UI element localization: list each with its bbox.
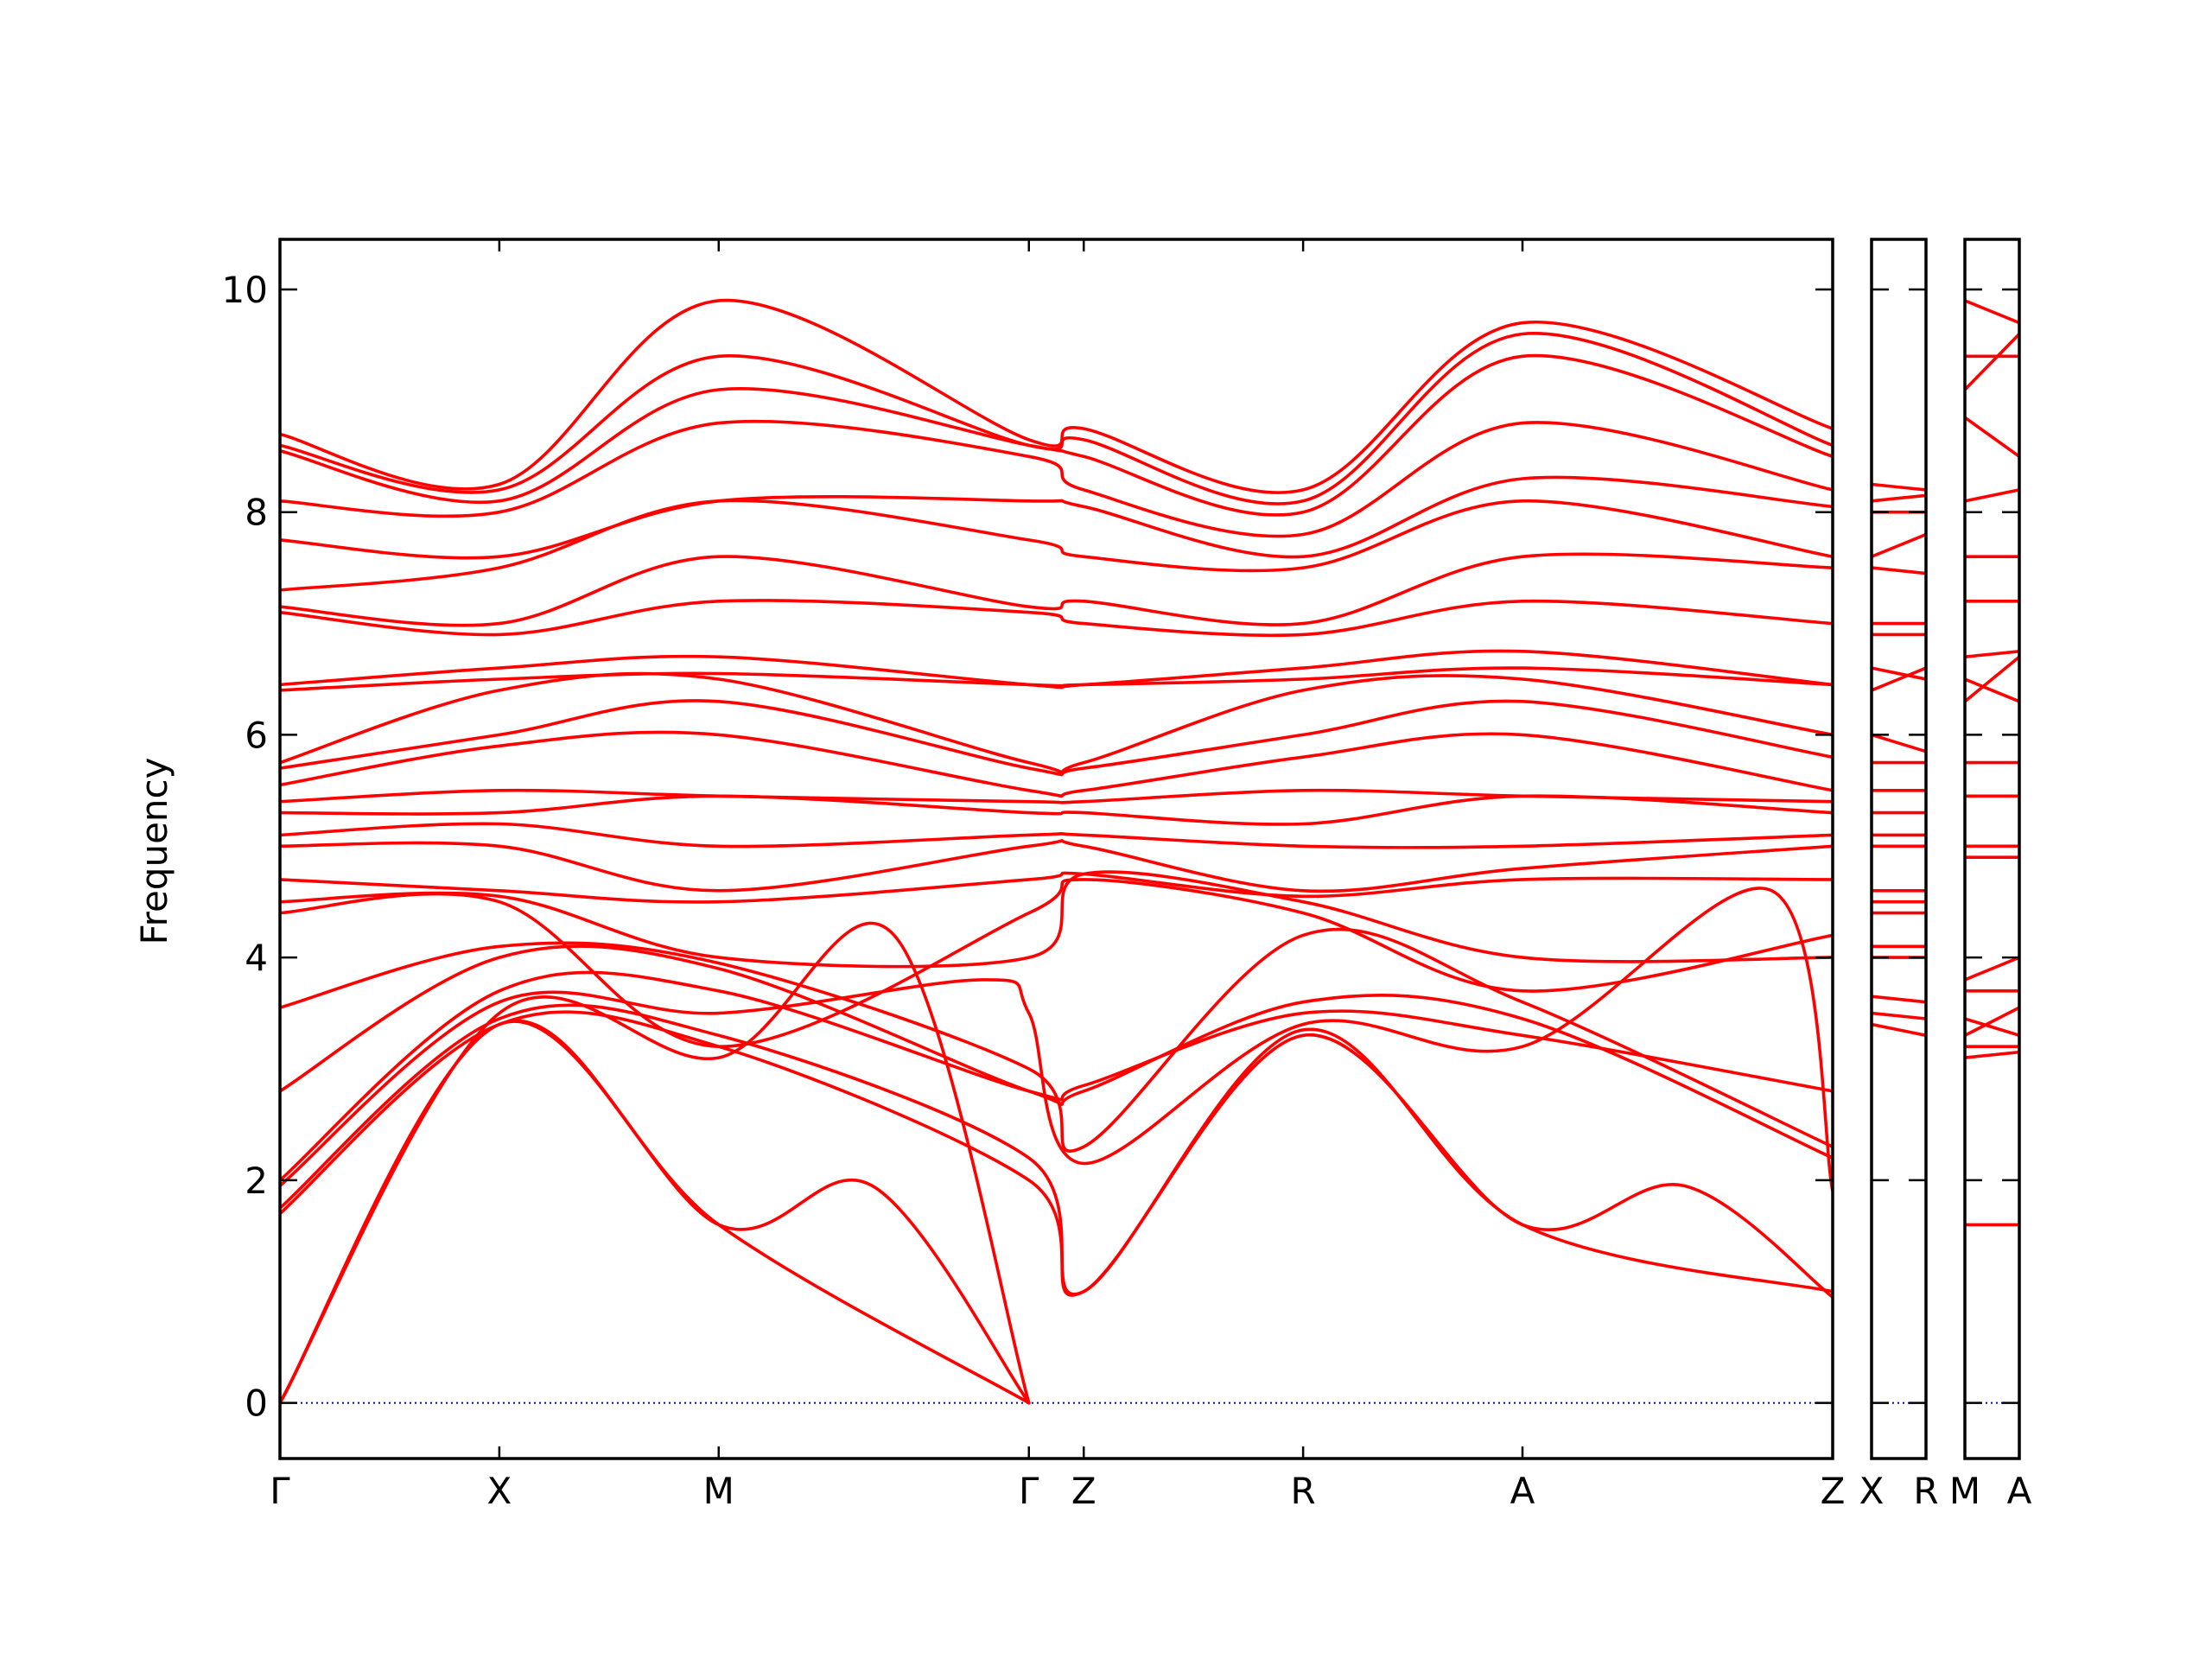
phonon-band-19 [1872,566,1926,575]
k-point-label: Z [1071,1470,1096,1512]
k-point-label: A [1510,1470,1535,1512]
phonon-band-5 [280,1003,1833,1296]
phonon-band-18 [1965,416,2019,459]
k-point-label: R [1291,1470,1316,1512]
y-tick-label: 10 [222,269,268,311]
band-group [1965,299,2019,1227]
phonon-band-20 [1872,532,1926,558]
phonon-band-4 [1965,1006,2019,1038]
phonon-band-5 [1965,1017,2019,1038]
phonon-band-24 [280,499,1833,592]
k-point-label: Γ [1019,1470,1039,1512]
phonon-band-7 [280,970,1833,1182]
phonon-band-13 [1965,677,2019,703]
y-tick-label: 0 [245,1382,268,1425]
phonon-band-2 [280,1019,1031,1405]
phonon-band-3 [1872,995,1926,1004]
phonon-band-11 [280,870,1833,969]
phonon-band-2 [1965,1050,2019,1059]
phonon-band-16 [1872,666,1926,681]
phonon-band-21 [280,649,1833,690]
k-point-label: M [1949,1470,1980,1512]
band-group [280,298,1833,1405]
y-tick-label: 8 [245,492,268,534]
phonon-band-14 [1872,733,1926,753]
phonon-band-10 [280,878,1833,1049]
phonon-band-9 [280,927,1833,1153]
k-point-label: Z [1821,1470,1846,1512]
phonon-band-18 [280,699,1833,777]
plot-frame [278,238,1834,1460]
phonon-band-15 [1872,666,1926,692]
plot-frame [1870,238,1928,1460]
phonon-band-29 [280,298,1833,494]
k-point-label: M [703,1470,734,1512]
phonon-band-27 [280,353,1833,517]
phonon-band-25 [280,475,1833,560]
y-axis-label: Frequency [133,758,175,945]
y-tick-label: 6 [245,714,268,756]
phonon-band-13 [280,839,1833,893]
phonon-band-19 [280,671,1833,774]
phonon-band-2 [1872,1011,1926,1020]
phonon-band-12 [1965,655,2019,703]
y-tick-label: 4 [245,937,268,979]
phonon-band-16 [280,788,1833,804]
phonon-band-22 [280,599,1833,638]
phonon-band-14 [280,822,1833,849]
phonon-band-23 [1872,482,1926,492]
phonon-band-17 [280,730,1833,798]
phonon-band-19 [1965,332,2019,391]
k-point-label: R [1913,1470,1938,1512]
phonon-band-23 [280,552,1833,627]
phonon-band-8 [280,944,1833,1160]
phonon-band-20 [280,666,1833,692]
phonon-band-21 [1965,299,2019,325]
phonon-band-1 [1872,1022,1926,1038]
plot-frame [1963,238,2021,1460]
phonon-band-7 [1965,956,2019,982]
phonon-band-4 [280,1010,1833,1299]
phonon-band-14 [1965,650,2019,658]
phonon-band-26 [280,419,1833,538]
phonon-band-15 [280,794,1833,826]
band-group [1872,482,1926,1038]
phonon-band-3 [280,921,1031,1405]
phonon-band-22 [1872,493,1926,503]
k-point-label: Γ [270,1470,290,1512]
y-tick-label: 2 [245,1160,268,1202]
phonon-band-12 [280,871,1833,904]
k-point-label: X [486,1470,512,1512]
phonon-band-17 [1965,488,2019,503]
k-point-label: X [1859,1470,1885,1512]
phonon-band-6 [280,887,1833,1193]
k-point-label: A [2007,1470,2032,1512]
